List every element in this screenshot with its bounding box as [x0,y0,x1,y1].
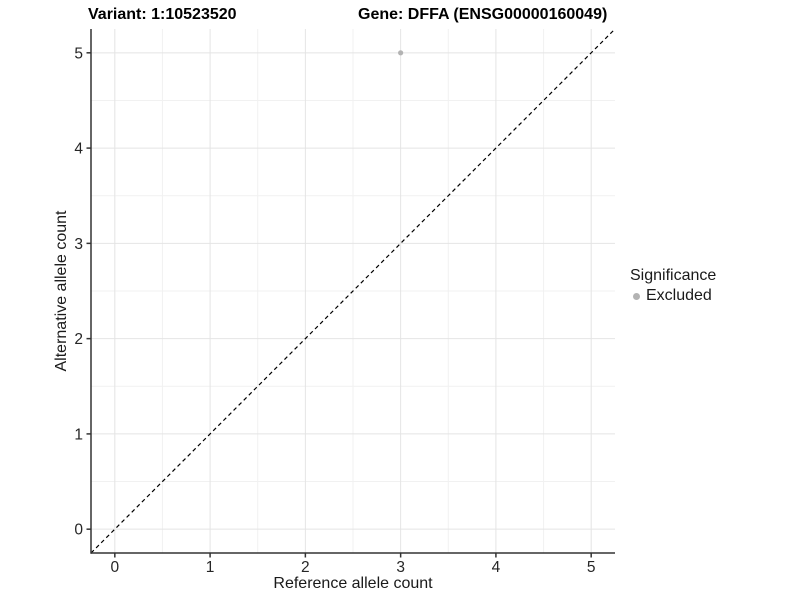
y-tick-label: 3 [74,236,83,253]
y-axis-title: Alternative allele count [53,210,70,372]
x-tick-label: 4 [492,559,501,576]
gene-title: Gene: DFFA (ENSG00000160049) [358,6,608,23]
y-tick-label: 4 [74,141,83,158]
legend-point-icon [633,292,640,300]
x-axis-title: Reference allele count [273,575,433,592]
y-tick-label: 0 [74,522,83,539]
x-tick-label: 5 [587,559,596,576]
x-tick-label: 2 [301,559,310,576]
variant-title: Variant: 1:10523520 [88,6,237,23]
data-point [398,50,404,56]
legend-item-label: Excluded [646,287,712,304]
identity-dashed-line [90,28,616,554]
y-tick-label: 1 [74,426,83,443]
y-tick-label: 5 [74,45,83,62]
x-tick-label: 0 [111,559,120,576]
legend-item-excluded: Excluded [630,287,716,305]
x-tick-label: 1 [206,559,215,576]
y-tick-label: 2 [74,331,83,348]
legend-title: Significance [630,267,717,284]
x-tick-label: 3 [396,559,405,576]
legend: Significance Excluded [630,266,716,305]
